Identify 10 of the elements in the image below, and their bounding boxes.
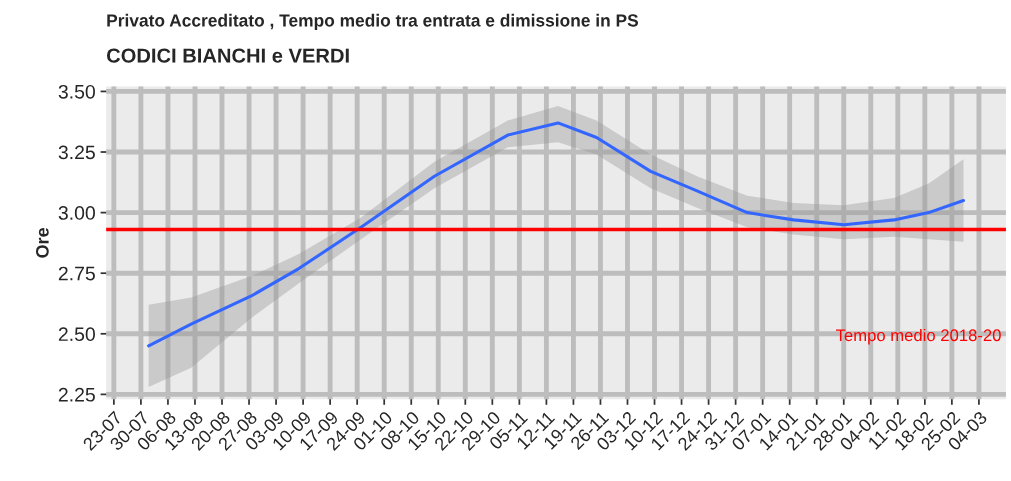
y-tick-label: 3.00 — [58, 206, 95, 220]
ref-line-label: Tempo medio 2018-20 — [836, 328, 1001, 345]
y-tick-label: 2.75 — [58, 266, 95, 281]
chart-subtitle: CODICI BIANCHI e VERDI — [106, 48, 349, 63]
y-tick-label: 2.25 — [58, 387, 95, 402]
y-tick-label: 3.25 — [58, 145, 95, 160]
chart-title: Privato Accreditato , Tempo medio tra entrata e dimissione in PS — [107, 13, 639, 31]
y-axis-title: Ore — [35, 227, 49, 258]
y-tick-label: 2.50 — [58, 327, 95, 342]
y-tick-label: 3.50 — [58, 84, 95, 99]
